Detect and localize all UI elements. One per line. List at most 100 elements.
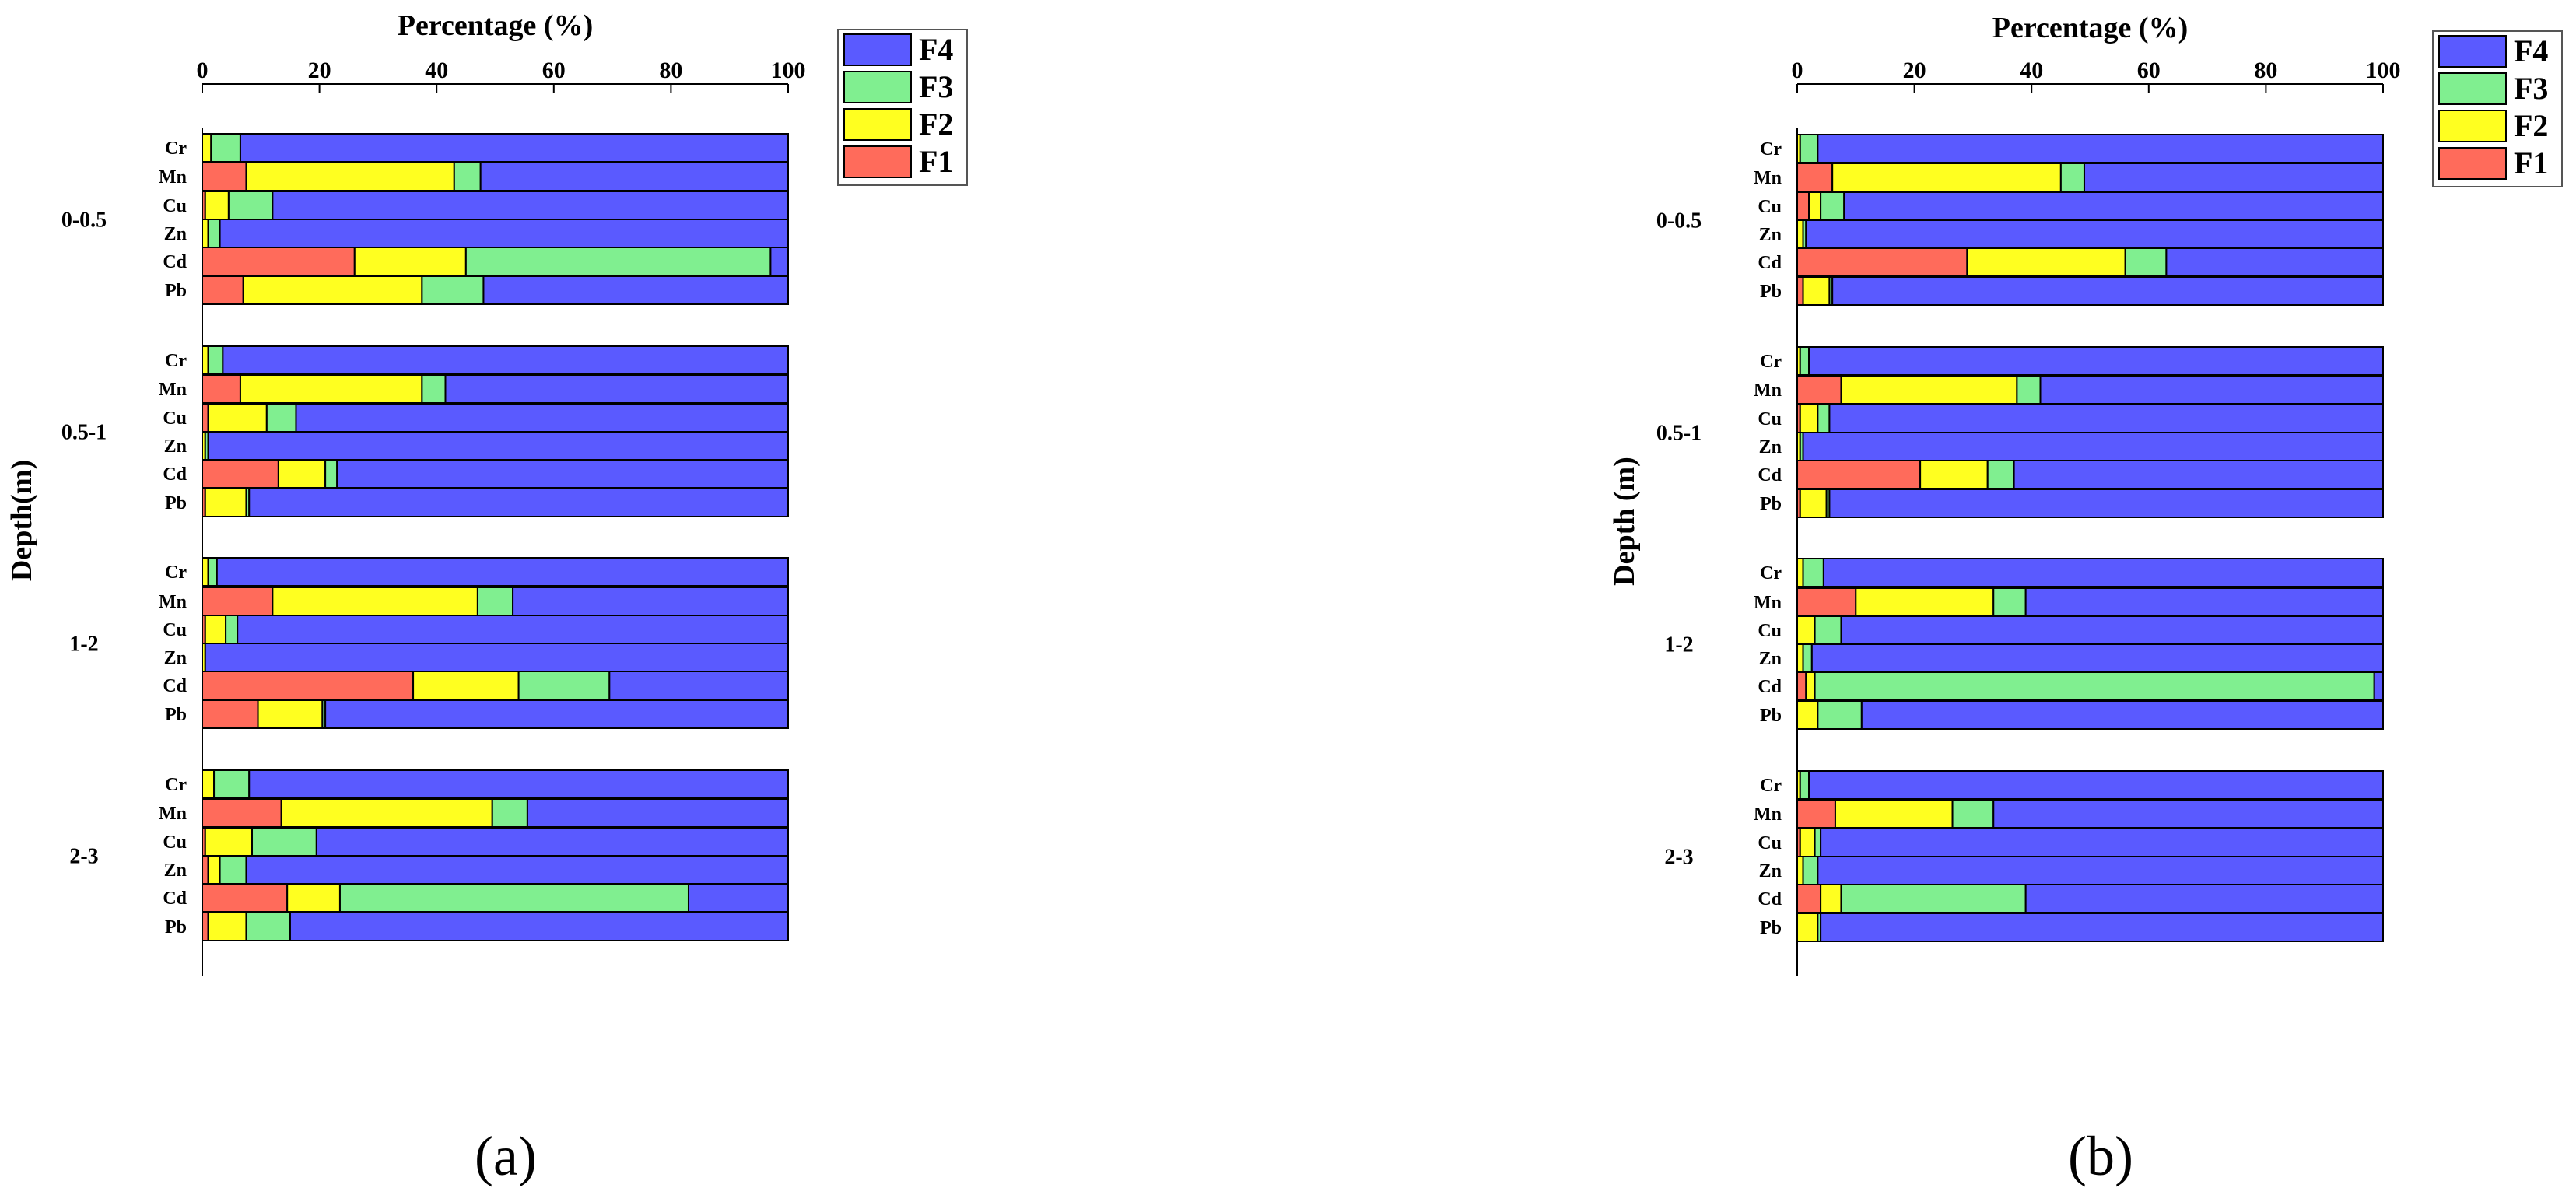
panel-b-bar-segment-f2 [1796,700,1819,730]
panel-a-element-label: Mn [159,380,187,400]
panel-a-bar-segment-f3 [227,191,274,220]
panel-a-bar-segment-f3 [517,671,611,700]
panel-a-bar-segment-f4 [336,459,789,489]
panel-a-bar-segment-f2 [239,374,423,404]
panel-b-element-label: Cu [1758,833,1782,853]
panel-b-legend-swatch-f2 [2438,110,2507,142]
panel-a-bar-segment-f2 [353,247,467,276]
panel-a-bar-segment-f4 [272,191,789,220]
panel-a-element-label: Cr [165,351,187,371]
panel-b-bar-segment-f4 [1820,913,2385,942]
panel-b-element-label: Mn [1754,593,1782,613]
panel-a-bar-segment-f2 [207,855,221,885]
panel-a-bar-segment-f2 [202,557,209,587]
panel-b-xaxis-title: Percentage (%) [1992,12,2188,44]
panel-b-bar-segment-f3 [1986,460,2015,489]
panel-b-bar-segment-f4 [1802,432,2384,461]
panel-b-legend-swatch-f3 [2438,72,2507,105]
panel-b-legend-label-f3: F3 [2514,71,2548,106]
panel-b-bar-segment-f1 [1796,375,1842,405]
panel-a-bar-segment-f1 [202,403,209,433]
panel-a-element-label: Mn [159,167,187,187]
panel-a-xtick-label: 60 [542,58,566,83]
panel-b-bar-segment-f4 [1817,856,2384,885]
panel-b-element-label: Pb [1760,494,1782,514]
panel-a-bar-segment-f4 [526,798,789,828]
panel-a-bar-segment-f1 [202,699,259,729]
panel-a-bar-segment-f2 [204,488,247,517]
panel-a-legend-swatch-f2 [843,108,912,141]
panel-a-legend-swatch-f3 [843,71,912,103]
panel-b-bar-segment-f4 [2024,884,2384,913]
panel-a-bar-segment-f3 [464,247,772,276]
panel-b-yaxis-title: Depth (m) [1608,457,1641,586]
panel-b-element-label: Cd [1758,889,1782,909]
panel-b-bar-segment-f4 [1808,346,2385,376]
panel-a-bar-segment-f1 [202,912,209,941]
panel-b-depth-label: 0.5-1 [1656,422,1702,446]
panel-a-element-label: Zn [164,648,187,668]
panel-b-bar-segment-f3 [2016,375,2042,405]
panel-b-bar-segment-f4 [2024,587,2384,617]
panel-a-bar-segment-f3 [491,798,528,828]
panel-b-bar-segment-f1 [1796,276,1804,306]
panel-a-element-label: Zn [164,860,187,881]
panel-a-element-label: Pb [165,281,187,301]
panel-a-label: (a) [475,1125,537,1187]
panel-a-element-label: Cr [165,562,187,583]
panel-a-element-label: Zn [164,224,187,244]
panel-a-element-label: Cu [163,196,187,216]
panel-a-legend-label-f4: F4 [919,32,953,67]
panel-b-element-label: Zn [1759,649,1782,669]
panel-b-xtick-label: 40 [2020,58,2043,83]
panel-a-bar-segment-f4 [222,345,790,375]
panel-a-element-label: Cu [163,408,187,429]
panel-a-bar-segment-f4 [444,374,789,404]
panel-b-xtick-label: 60 [2137,58,2161,83]
panel-b-bar-segment-f3 [1817,700,1863,730]
panel-a-bar-segment-f2 [204,615,227,644]
panel-b-legend-label-f2: F2 [2514,108,2548,143]
panel-b-bar-segment-f3 [1951,799,1995,829]
panel-a-element-label: Cd [163,676,187,696]
panel-a-bar-segment-f1 [202,247,356,276]
panel-b-bar-segment-f1 [1796,671,1807,701]
panel-b-bar-segment-f2 [1919,460,1989,489]
panel-b-element-label: Cd [1758,465,1782,485]
panel-b-element-label: Cu [1758,197,1782,217]
panel-a-bar-segment-f2 [242,275,423,305]
panel-b-bar-segment-f4 [2373,671,2385,701]
panel-b-bar-segment-f3 [1802,643,1813,673]
panel-b-bar-segment-f4 [2165,247,2384,277]
panel-b-bar-segment-f2 [1796,643,1804,673]
panel-a-bar-segment-f4 [687,883,789,913]
panel-a-element-label: Cu [163,832,187,853]
panel-b-bar-segment-f4 [2083,163,2384,192]
panel-a-element-label: Cd [163,464,187,485]
panel-b-element-label: Pb [1760,282,1782,302]
panel-a-bar-segment-f3 [324,459,338,489]
panel-b-bar-segment-f4 [2039,375,2385,405]
panel-a-bar-segment-f2 [412,671,520,700]
panel-a-bar-segment-f3 [421,374,447,404]
panel-b-label: (b) [2068,1125,2133,1187]
panel-b-bar-segment-f4 [1840,615,2385,645]
panel-a-bar-segment-f1 [202,374,241,404]
panel-a-bar-segment-f3 [245,912,291,941]
panel-b-bar-segment-f3 [1820,191,1845,221]
panel-b-element-label: Pb [1760,918,1782,938]
panel-a-bar-segment-f1 [202,798,282,828]
panel-b-bar-segment-f3 [1799,346,1810,376]
panel-a-bar-segment-f3 [338,883,689,913]
panel-a-bar-segment-f3 [207,219,221,248]
panel-a-bar-segment-f1 [202,275,244,305]
panel-a-bar-segment-f4 [216,557,789,587]
panel-a-yaxis-title: Depth(m) [5,460,38,581]
panel-b-bar-segment-f2 [1831,163,2062,192]
panel-b-legend-swatch-f1 [2438,147,2507,180]
panel-b-bar-segment-f4 [1843,191,2384,221]
panel-b-element-label: Cu [1758,621,1782,641]
panel-b-bar-segment-f4 [1831,276,2384,306]
panel-b-bar-segment-f3 [1799,134,1819,163]
